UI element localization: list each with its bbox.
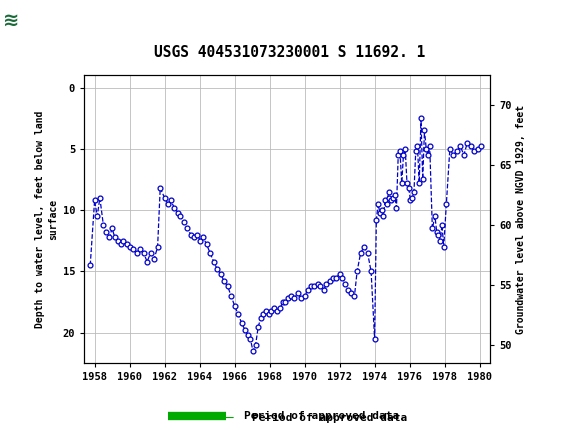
Y-axis label: Depth to water level, feet below land
surface: Depth to water level, feet below land su…: [35, 111, 59, 328]
Text: ≋: ≋: [3, 10, 19, 30]
Text: Period of approved data: Period of approved data: [252, 413, 408, 423]
FancyBboxPatch shape: [3, 3, 67, 37]
Text: USGS 404531073230001 S 11692. 1: USGS 404531073230001 S 11692. 1: [154, 45, 426, 60]
Text: Period of approved data: Period of approved data: [244, 411, 399, 421]
Text: USGS: USGS: [38, 11, 93, 29]
Text: ─────: ─────: [196, 412, 233, 424]
Y-axis label: Groundwater level above NGVD 1929, feet: Groundwater level above NGVD 1929, feet: [516, 105, 526, 334]
